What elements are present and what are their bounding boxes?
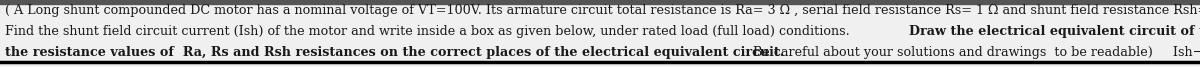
Text: Be careful about your solutions and drawings  to be readable)     Ish−: Be careful about your solutions and draw… [749,46,1200,59]
Text: Find the shunt field circuit current (Ish) of the motor and write inside a box a: Find the shunt field circuit current (Is… [5,25,853,38]
Text: the resistance values of  Ra, Rs and Rsh resistances on the correct places of th: the resistance values of Ra, Rs and Rsh … [5,46,784,59]
Text: Draw the electrical equivalent circuit of the motor and write: Draw the electrical equivalent circuit o… [908,25,1200,38]
Text: ( A Long shunt compounded DC motor has a nominal voltage of VT=100V. Its armatur: ( A Long shunt compounded DC motor has a… [5,4,1200,17]
